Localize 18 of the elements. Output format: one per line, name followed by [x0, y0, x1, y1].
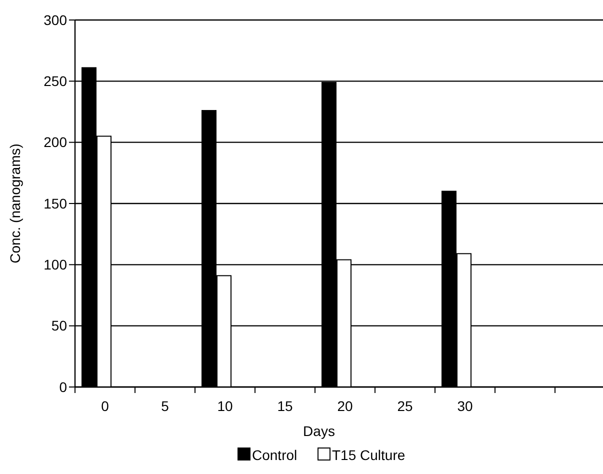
y-tick-label: 250 [44, 73, 68, 90]
x-tick-label: 30 [457, 398, 473, 414]
x-axis-title: Days [303, 423, 335, 439]
x-tick-label: 10 [217, 398, 233, 414]
x-tick-label: 20 [337, 398, 353, 414]
x-tick-label: 5 [161, 398, 170, 414]
y-tick-label: 150 [44, 195, 68, 212]
y-tick-label: 300 [44, 12, 68, 28]
legend-label: T15 Culture [332, 447, 406, 463]
y-tick-label: 100 [44, 256, 68, 273]
y-axis-title: Conc. (nanograms) [7, 144, 23, 264]
legend-label: Control [252, 447, 298, 463]
y-tick-label: 50 [51, 318, 68, 334]
x-tick-label: 15 [277, 398, 293, 414]
x-tick-label: 0 [101, 398, 110, 414]
y-tick-label: 0 [59, 378, 68, 395]
x-tick-label: 25 [397, 398, 413, 414]
y-tick-label: 200 [44, 134, 68, 150]
